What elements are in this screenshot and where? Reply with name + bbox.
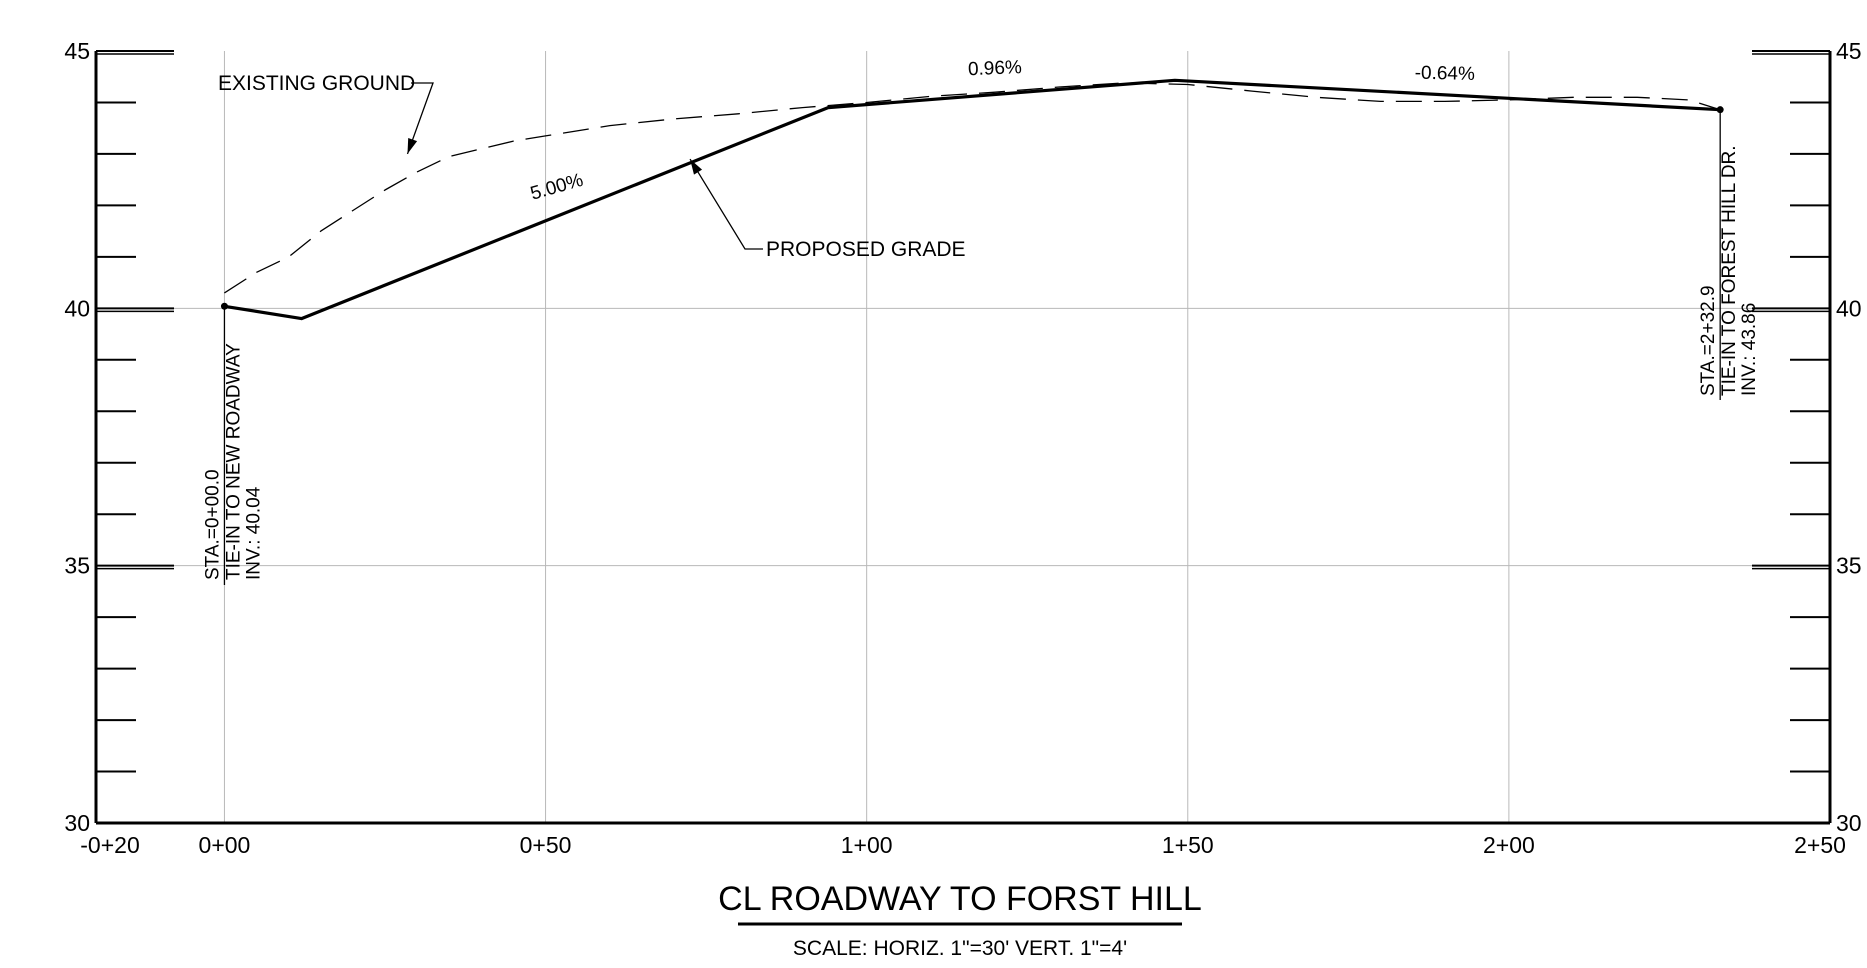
annotations: EXISTING GROUND PROPOSED GRADE 5.00% 0.9…	[202, 57, 1760, 580]
existing-ground-arrowhead	[407, 137, 418, 154]
station-label: 1+50	[1162, 832, 1214, 858]
end-invert-text: INV.: 43.86	[1739, 303, 1760, 396]
drawing-title: CL ROADWAY TO FORST HILL	[718, 880, 1202, 918]
profile-lines	[220, 78, 1724, 585]
station-label: 2+50	[1794, 832, 1846, 858]
right-elevation-label: 30	[1836, 810, 1862, 836]
grid	[96, 51, 1830, 823]
station-label: 1+00	[841, 832, 893, 858]
left-elevation-label: 45	[64, 38, 90, 64]
proposed-grade-leader	[689, 158, 763, 250]
existing-ground-label: EXISTING GROUND	[218, 72, 415, 95]
grade-label: 0.96%	[968, 57, 1023, 80]
start-station-text: STA.=0+00.0	[202, 469, 223, 580]
station-label: 0+50	[520, 832, 572, 858]
axis-tick-labels: 30 30 35 35 40 40 45 45 -0+20 0+00 0+50 1+00 1+50 2+0…	[64, 38, 1861, 858]
existing-ground-leader	[406, 82, 434, 155]
existing-ground-line	[224, 82, 1721, 294]
right-elevation-label: 35	[1836, 553, 1862, 579]
proposed-grade-arrowhead	[690, 159, 703, 175]
left-elevation-label: 40	[64, 295, 90, 321]
proposed-grade-label: PROPOSED GRADE	[766, 238, 966, 261]
start-station-note: STA.=0+00.0 TIE-IN TO NEW ROADWAY INV.: …	[202, 343, 264, 580]
left-elevation-label: 35	[64, 553, 90, 579]
start-invert-text: INV.: 40.04	[243, 486, 264, 580]
proposed-grade-line	[224, 78, 1721, 321]
station-label: 2+00	[1483, 832, 1535, 858]
right-elevation-label: 40	[1836, 295, 1862, 321]
station-label: -0+20	[80, 832, 139, 858]
end-station-text: STA.=2+32.9	[1698, 285, 1719, 396]
right-elevation-label: 45	[1836, 38, 1862, 64]
end-tie-in-text: TIE-IN TO FOREST HILL DR.	[1719, 145, 1740, 396]
station-label: 0+00	[199, 832, 251, 858]
grade-label: 5.00%	[528, 170, 586, 205]
end-station-note: STA.=2+32.9 TIE-IN TO FOREST HILL DR. IN…	[1698, 145, 1760, 396]
left-elevation-label: 30	[64, 810, 90, 836]
drawing-scale-note: SCALE: HORIZ. 1"=30' VERT. 1"=4'	[793, 937, 1127, 960]
axis-ticks	[96, 50, 1830, 773]
plot-frame	[94, 51, 1832, 825]
grade-label: -0.64%	[1414, 63, 1475, 85]
start-tie-in-text: TIE-IN TO NEW ROADWAY	[223, 343, 244, 580]
